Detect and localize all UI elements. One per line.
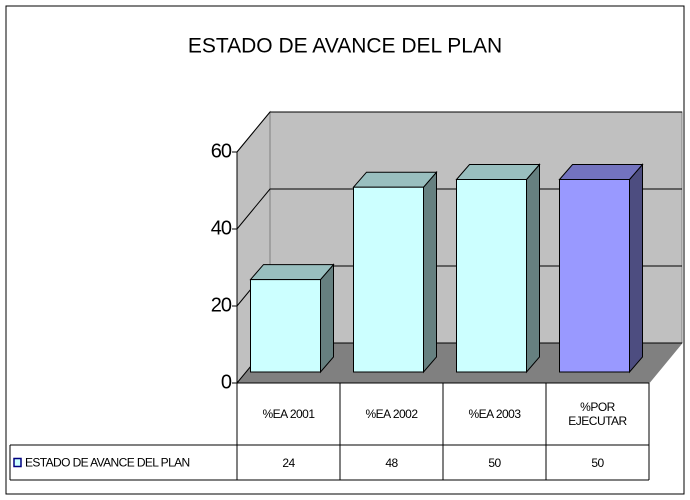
bar-side [423,170,437,374]
legend-key [13,457,22,468]
bar [353,186,424,373]
x-tick-label: %EA 2002 [365,407,418,421]
x-tick-label: %EA 2001 [262,407,315,421]
value-label-box: 50 [591,455,604,470]
bar-top [352,171,438,188]
x-tick-label-box: %EA 2003 [468,407,521,421]
x-tick-label-box: %EA 2001 [262,407,315,421]
bar-top [558,164,644,180]
x-tick-label: %EA 2003 [468,407,521,421]
chart-title: ESTADO DE AVANCE DEL PLAN [188,35,502,58]
bar [559,179,630,373]
value-label: 48 [385,455,398,470]
bar-top [455,164,541,180]
value-label-box: 24 [282,455,295,470]
value-label-box: 48 [385,455,398,470]
bar [456,179,527,373]
grid-line [236,111,682,153]
bar-side [629,163,643,374]
x-tick-label-box: %EA 2002 [365,407,418,421]
value-label-box: 50 [488,455,501,470]
bar-top [249,264,335,281]
grid-line [236,188,682,230]
y-tick-label: 60 [211,140,232,162]
bar-side [320,263,334,374]
y-tick-label: 20 [211,294,232,316]
x-tick-label: %POR EJECUTAR [568,400,627,428]
y-tick-label: 40 [211,217,232,239]
x-tick-label-box: %POR EJECUTAR [568,400,627,428]
y-tick-label: 0 [221,371,232,393]
legend-label: ESTADO DE AVANCE DEL PLAN [25,456,190,470]
value-label: 24 [282,455,295,470]
value-label: 50 [488,455,501,470]
bar-side [526,163,540,374]
value-label: 50 [591,455,604,470]
bar [250,279,321,373]
